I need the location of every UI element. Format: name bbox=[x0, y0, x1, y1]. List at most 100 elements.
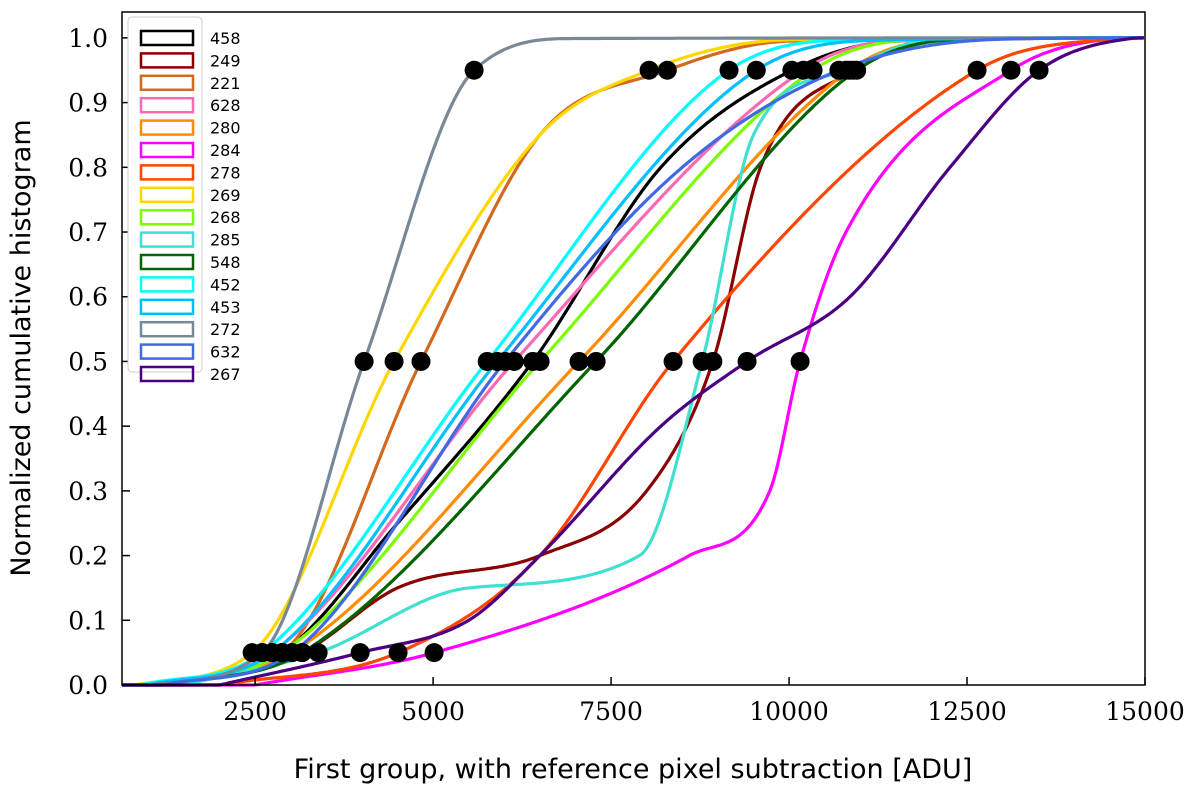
marker-452-0.95 bbox=[719, 60, 739, 80]
marker-278-0.5 bbox=[663, 351, 683, 371]
y-tick-label: 0.3 bbox=[68, 477, 108, 506]
legend-swatch-268 bbox=[139, 208, 195, 226]
legend-swatch-267 bbox=[139, 365, 195, 383]
y-tick-label: 0.0 bbox=[68, 671, 108, 700]
series-line-249 bbox=[122, 36, 1144, 687]
legend-swatch-453 bbox=[139, 298, 195, 316]
legend-label-284: 284 bbox=[210, 141, 241, 160]
legend-label-221: 221 bbox=[210, 74, 241, 93]
marker-285-0.5 bbox=[692, 351, 712, 371]
x-axis-label: First group, with reference pixel subtra… bbox=[294, 754, 973, 785]
marker-267-0.05 bbox=[350, 643, 370, 663]
legend-label-267: 267 bbox=[210, 365, 241, 384]
marker-632-0.5 bbox=[495, 351, 515, 371]
x-tick-label: 5000 bbox=[401, 697, 465, 726]
marker-284-0.95 bbox=[1001, 60, 1021, 80]
x-tick-label: 7500 bbox=[579, 697, 643, 726]
marker-267-0.5 bbox=[737, 351, 757, 371]
series-line-548 bbox=[122, 36, 1144, 687]
legend-swatch-285 bbox=[139, 231, 195, 248]
legend-swatch-278 bbox=[139, 164, 195, 181]
level-markers bbox=[242, 60, 1049, 663]
x-tick-label: 2500 bbox=[223, 697, 287, 726]
y-axis-label: Normalized cumulative histogram bbox=[6, 119, 37, 576]
series-line-272 bbox=[122, 36, 1144, 687]
series-line-453 bbox=[122, 36, 1144, 687]
series-line-452 bbox=[122, 36, 1144, 687]
legend-swatch-458 bbox=[139, 29, 195, 47]
series-line-268 bbox=[122, 36, 1144, 687]
marker-269-0.95 bbox=[639, 60, 659, 80]
series-line-267 bbox=[122, 36, 1145, 687]
marker-548-0.95 bbox=[847, 60, 867, 80]
legend-label-453: 453 bbox=[210, 298, 241, 317]
marker-268-0.95 bbox=[803, 60, 823, 80]
y-tick-label: 0.1 bbox=[68, 606, 108, 635]
series-curves bbox=[122, 36, 1145, 687]
legend-swatch-548 bbox=[139, 253, 195, 271]
marker-221-0.95 bbox=[657, 60, 677, 80]
y-tick-label: 0.4 bbox=[68, 412, 108, 441]
plot-frame bbox=[121, 11, 1146, 686]
legend-label-628: 628 bbox=[210, 96, 241, 115]
legend-label-278: 278 bbox=[210, 163, 241, 182]
y-tick-label: 1.0 bbox=[68, 24, 108, 53]
marker-548-0.5 bbox=[586, 351, 606, 371]
legend-swatch-632 bbox=[139, 343, 195, 360]
marker-272-0.95 bbox=[464, 60, 484, 80]
series-line-632 bbox=[122, 36, 1144, 687]
legend-label-285: 285 bbox=[210, 231, 241, 250]
series-line-280 bbox=[122, 36, 1144, 687]
legend-label-458: 458 bbox=[210, 29, 241, 48]
legend-swatch-280 bbox=[139, 119, 195, 136]
series-line-458 bbox=[122, 36, 1144, 687]
marker-221-0.5 bbox=[411, 351, 431, 371]
y-tick-label: 0.9 bbox=[68, 89, 108, 118]
series-line-221 bbox=[122, 36, 1144, 687]
x-tick-label: 10000 bbox=[749, 697, 829, 726]
series-line-269 bbox=[122, 36, 1144, 687]
marker-278-0.95 bbox=[967, 60, 987, 80]
y-axis-ticks: 0.0 0.1 0.2 0.3 0.4 0.5 0.6 0.7 0.8 0.9 1.0 bbox=[68, 24, 130, 700]
marker-285-0.05 bbox=[308, 643, 328, 663]
legend-label-268: 268 bbox=[210, 208, 241, 227]
legend-label-280: 280 bbox=[210, 119, 241, 138]
y-tick-label: 0.8 bbox=[68, 153, 108, 182]
series-line-284 bbox=[122, 36, 1144, 687]
legend-swatch-249 bbox=[139, 52, 195, 69]
legend-swatch-269 bbox=[139, 186, 195, 204]
marker-267-0.95 bbox=[1029, 60, 1049, 80]
legend-label-452: 452 bbox=[210, 275, 241, 294]
legend: 458 249 221 628 280 284 278 269 268 285 548 452 453 2… bbox=[127, 16, 241, 384]
marker-269-0.5 bbox=[384, 351, 404, 371]
marker-272-0.5 bbox=[354, 351, 374, 371]
legend-label-269: 269 bbox=[210, 186, 241, 205]
legend-label-272: 272 bbox=[210, 320, 241, 339]
x-tick-label: 12500 bbox=[927, 697, 1007, 726]
y-tick-label: 0.7 bbox=[68, 218, 108, 247]
legend-swatch-284 bbox=[139, 141, 195, 159]
legend-label-632: 632 bbox=[210, 343, 241, 362]
marker-278-0.05 bbox=[388, 643, 408, 663]
legend-swatch-272 bbox=[139, 320, 195, 338]
y-tick-label: 0.6 bbox=[68, 283, 108, 312]
legend-label-249: 249 bbox=[210, 51, 241, 70]
legend-swatch-221 bbox=[139, 74, 195, 92]
series-line-285 bbox=[122, 36, 1144, 687]
marker-272-0.05 bbox=[252, 643, 272, 663]
legend-label-548: 548 bbox=[210, 253, 241, 272]
legend-swatch-452 bbox=[139, 276, 195, 293]
x-tick-label: 15000 bbox=[1105, 697, 1185, 726]
marker-284-0.05 bbox=[424, 643, 444, 663]
x-axis-ticks: 2500 5000 7500 10000 12500 15000 bbox=[223, 677, 1185, 726]
series-line-278 bbox=[122, 36, 1145, 687]
marker-268-0.5 bbox=[530, 351, 550, 371]
marker-453-0.95 bbox=[746, 60, 766, 80]
y-tick-label: 0.5 bbox=[68, 347, 108, 376]
legend-swatch-628 bbox=[139, 96, 195, 114]
marker-284-0.5 bbox=[790, 351, 810, 371]
legend-box bbox=[127, 16, 203, 373]
y-tick-label: 0.2 bbox=[68, 542, 108, 571]
marker-632-0.95 bbox=[829, 60, 849, 80]
